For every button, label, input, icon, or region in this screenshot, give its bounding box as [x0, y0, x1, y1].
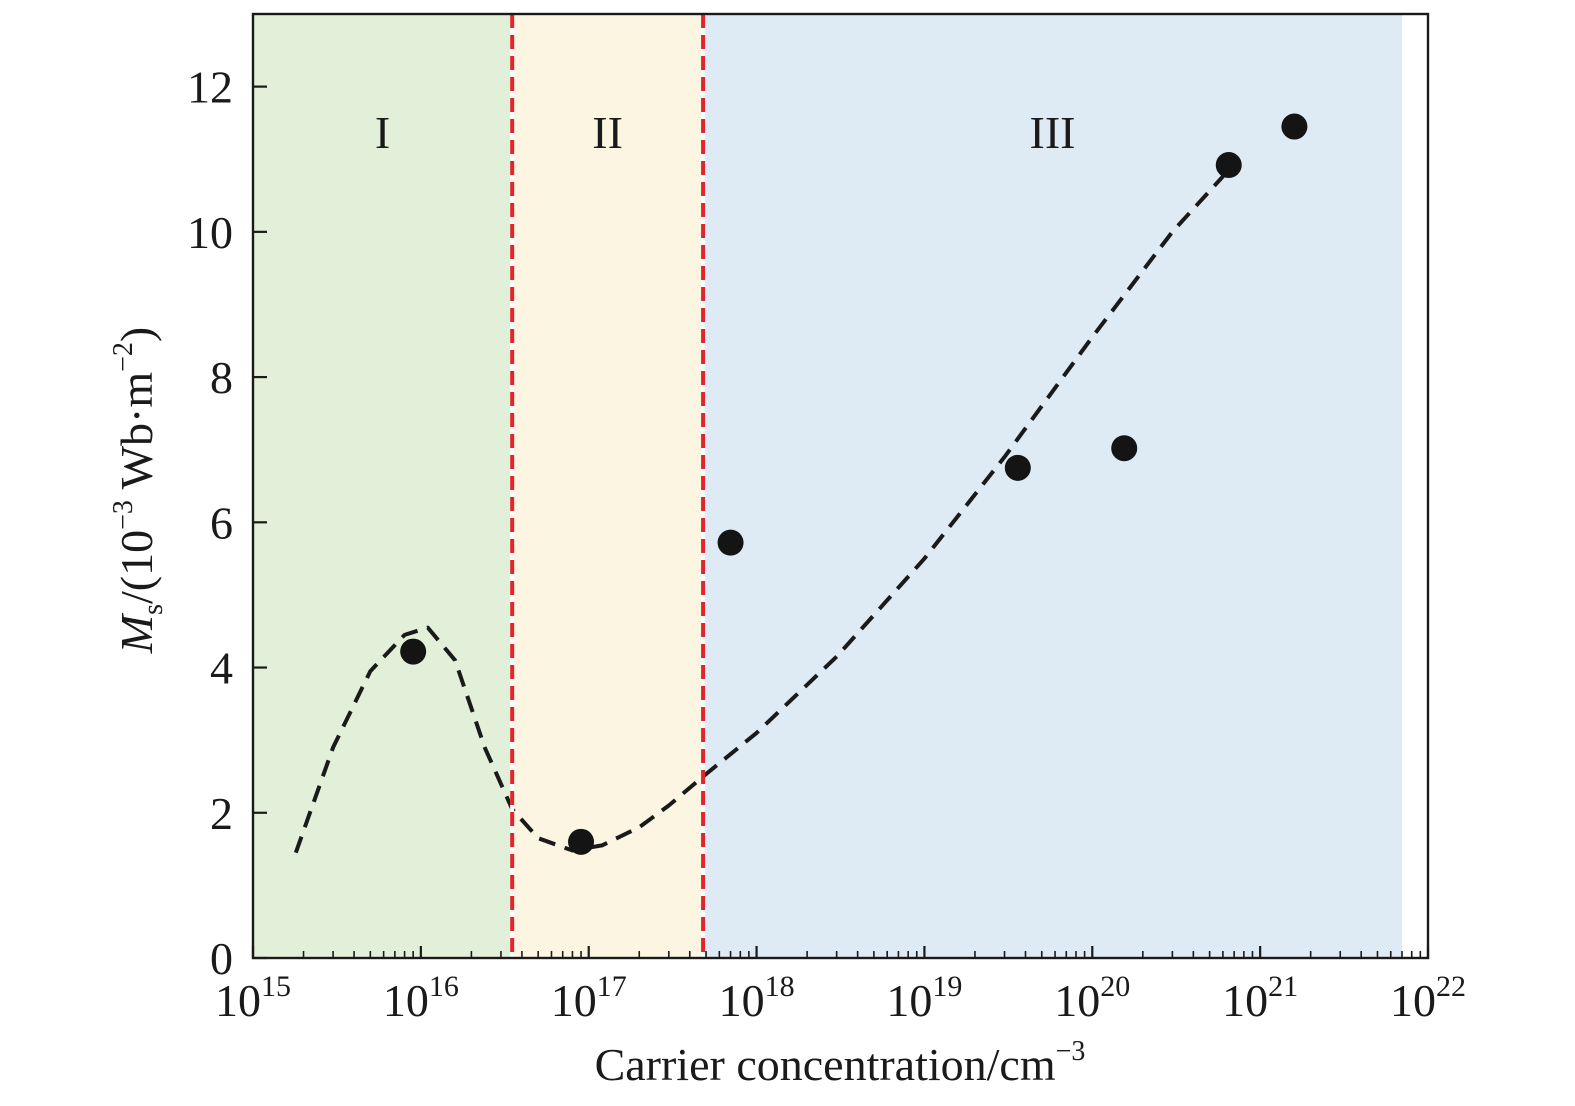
y-axis-label-subscript: s — [138, 604, 169, 615]
x-tick-label-base: 10 — [1054, 975, 1100, 1026]
x-tick-label-exponent: 20 — [1100, 970, 1130, 1003]
x-tick-label-16: 1016 — [383, 970, 459, 1026]
region-3-background — [703, 14, 1402, 958]
x-tick-label-19: 1019 — [886, 970, 962, 1026]
y-tick-label-10: 10 — [187, 207, 233, 258]
x-tick-labels: 1015 1016 1017 1018 1019 1020 1021 1022 — [215, 970, 1466, 1026]
region-3-label: III — [1030, 107, 1076, 158]
plot-frame — [251, 12, 1430, 960]
axis-ticks — [251, 85, 1430, 960]
x-tick-label-21: 1021 — [1222, 970, 1298, 1026]
region-labels: I II III — [375, 107, 1076, 158]
x-tick-label-base: 10 — [215, 975, 261, 1026]
y-axis-label-prefix: /(10 — [111, 530, 162, 604]
x-tick-label-exponent: 15 — [261, 970, 291, 1003]
region-2-label: II — [592, 107, 623, 158]
x-tick-label-base: 10 — [886, 975, 932, 1026]
trend-line-layer — [293, 168, 1231, 854]
y-tick-label-6: 6 — [210, 497, 233, 548]
y-axis-label-unit: Wb·m — [111, 372, 162, 500]
x-tick-label-base: 10 — [719, 975, 765, 1026]
x-tick-label-20: 1020 — [1054, 970, 1130, 1026]
y-axis-label-suffix: ) — [111, 327, 162, 342]
data-point-7 — [1281, 113, 1308, 140]
data-point-4 — [1004, 454, 1031, 481]
x-tick-label-exponent: 21 — [1268, 970, 1298, 1003]
y-tick-label-4: 4 — [210, 643, 233, 694]
y-axis-label-exp: −3 — [108, 500, 139, 530]
x-tick-label-base: 10 — [1390, 975, 1436, 1026]
y-axis-label-unit-exp: −2 — [108, 342, 139, 372]
region-1-label: I — [375, 107, 390, 158]
region-1-background — [253, 14, 513, 958]
region-backgrounds — [253, 14, 1402, 958]
x-tick-label-15: 1015 — [215, 970, 291, 1026]
x-tick-label-exponent: 22 — [1436, 970, 1466, 1003]
y-tick-label-12: 12 — [187, 62, 233, 113]
y-tick-label-8: 8 — [210, 352, 233, 403]
data-point-2 — [568, 828, 595, 855]
x-tick-label-base: 10 — [551, 975, 597, 1026]
y-tick-label-2: 2 — [210, 788, 233, 839]
y-axis-label: Ms/(10−3 Wb·m−2) — [108, 327, 169, 654]
region-2-background — [512, 14, 704, 958]
x-tick-label-exponent: 17 — [597, 970, 627, 1003]
x-axis-label: Carrier concentration/cm−3 — [595, 1036, 1086, 1090]
data-point-3 — [717, 529, 744, 556]
trend-line — [293, 168, 1231, 854]
x-tick-label-17: 1017 — [551, 970, 627, 1026]
x-tick-label-base: 10 — [1222, 975, 1268, 1026]
x-tick-label-exponent: 18 — [765, 970, 795, 1003]
x-tick-label-exponent: 16 — [429, 970, 459, 1003]
x-tick-label-exponent: 19 — [932, 970, 962, 1003]
x-axis-label-text: Carrier concentration/cm — [595, 1039, 1056, 1090]
x-tick-label-18: 1018 — [719, 970, 795, 1026]
data-point-5 — [1111, 435, 1138, 462]
x-axis-label-sup: −3 — [1056, 1036, 1086, 1067]
x-tick-label-22: 1022 — [1390, 970, 1466, 1026]
y-axis-label-symbol: M — [111, 612, 162, 654]
data-points — [400, 113, 1308, 855]
boundary-lines — [510, 14, 706, 958]
x-tick-label-base: 10 — [383, 975, 429, 1026]
y-tick-labels: 0 2 4 6 8 10 12 — [187, 62, 233, 984]
y-tick-label-0: 0 — [210, 933, 233, 984]
data-point-1 — [400, 638, 427, 665]
data-point-6 — [1215, 152, 1242, 179]
